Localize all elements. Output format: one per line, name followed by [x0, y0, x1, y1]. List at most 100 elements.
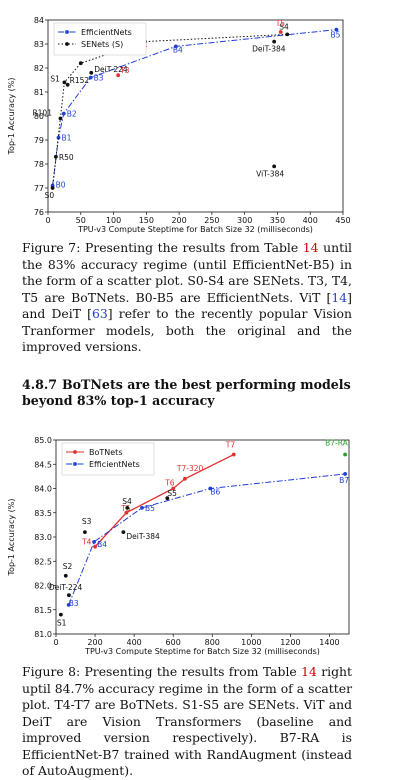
data-label: S1 [57, 619, 67, 628]
data-label: B1 [61, 134, 71, 143]
y-axis-label: Top-1 Accuracy (%) [7, 78, 16, 156]
data-point [121, 530, 126, 535]
legend-entry: EfficientNets [89, 460, 140, 469]
caption-text: Figure 7: Presenting the results from Ta… [22, 240, 303, 255]
data-point [66, 603, 71, 607]
data-point [116, 73, 121, 78]
data-label: T7-320 [176, 464, 204, 473]
citation-link[interactable]: 63 [92, 306, 108, 321]
data-label: T3 [119, 66, 130, 75]
data-point [63, 573, 68, 578]
figure-7: 0 50 100 150 200 250 300 350 400 450 76 77 78 79 80 81 8… [0, 0, 416, 236]
data-point [58, 612, 63, 617]
x-tick-label: 600 [166, 638, 181, 647]
x-tick-label: 800 [205, 638, 220, 647]
x-tick-label: 1200 [280, 638, 300, 647]
data-point [343, 452, 347, 457]
y-tick-label: 84 [34, 16, 44, 25]
data-point [278, 30, 283, 34]
data-point [58, 116, 63, 121]
legend-entry: EfficientNets [81, 28, 132, 37]
y-tick-label: 82.0 [34, 582, 52, 591]
data-label: DeiT-224 [94, 65, 128, 74]
data-point [78, 61, 83, 66]
legend-marker [73, 462, 77, 466]
data-label: S2 [63, 562, 73, 571]
legend-box [61, 442, 155, 476]
y-tick-label: 81 [34, 88, 44, 97]
data-point [285, 32, 290, 37]
data-label: T7 [225, 441, 236, 450]
y-tick-label: 77 [34, 184, 44, 193]
data-point [208, 486, 213, 491]
data-label: DeiT-384 [252, 45, 286, 54]
data-point [171, 486, 176, 491]
x-tick-label: 300 [237, 216, 252, 225]
data-label: DeiT-384 [126, 532, 160, 541]
data-label: B7-RA [325, 439, 349, 448]
table-ref-link[interactable]: 14 [301, 664, 317, 679]
data-label: S4 [122, 497, 132, 506]
x-tick-label: 200 [87, 638, 102, 647]
data-label: S5 [167, 489, 177, 498]
x-tick-label: 50 [76, 216, 86, 225]
data-point [61, 111, 66, 116]
data-label: B5 [145, 504, 155, 513]
data-point [125, 506, 130, 510]
data-point [62, 80, 67, 85]
x-tick-label: 1000 [241, 638, 261, 647]
y-tick-label: 76 [34, 208, 44, 217]
x-tick-label: 0 [45, 216, 50, 225]
y-tick-label: 83.5 [34, 509, 52, 518]
data-point [272, 164, 277, 169]
y-tick-label: 79 [34, 136, 44, 145]
y-tick-label: 85.0 [34, 436, 52, 445]
x-tick-label: 100 [106, 216, 121, 225]
figure-7-scatter-chart: 0 50 100 150 200 250 300 350 400 450 76 77 78 79 80 81 8… [7, 16, 351, 234]
data-point [92, 539, 96, 544]
data-point [124, 510, 129, 515]
data-point [50, 186, 55, 190]
data-point [231, 452, 236, 457]
caption-text: ] and DeiT [ [22, 289, 352, 322]
y-tick-label: 83.0 [34, 533, 52, 542]
data-label: B7 [339, 476, 349, 485]
section-heading: 4.8.7 BoTNets are the best performing mod… [22, 377, 352, 409]
x-tick-label: 350 [270, 216, 285, 225]
y-tick-label: 82.5 [34, 557, 52, 566]
caption-text: Figure 8: Presenting the results from Ta… [22, 664, 302, 679]
series-line [52, 33, 288, 189]
data-label: R101 [32, 108, 52, 117]
citation-link[interactable]: 14 [331, 289, 348, 305]
x-tick-label: 450 [335, 216, 350, 225]
x-axis-label: TPU-v3 Compute Steptime for Batch Size 3… [77, 225, 313, 234]
legend-box [53, 22, 147, 56]
data-label: T4 [81, 538, 92, 547]
x-tick-label: 400 [303, 216, 318, 225]
data-label: R152 [70, 76, 90, 85]
x-tick-label: 0 [53, 638, 58, 647]
data-point [89, 70, 94, 75]
x-tick-label: 150 [139, 216, 154, 225]
data-label: S3 [82, 517, 92, 526]
data-point [343, 472, 347, 476]
y-tick-label: 84.0 [34, 485, 52, 494]
data-label: T5 [275, 19, 286, 28]
data-point [334, 27, 339, 32]
data-label: B2 [67, 110, 77, 119]
data-point [272, 39, 277, 44]
data-label: B0 [56, 181, 66, 190]
data-point [56, 135, 61, 140]
data-label: B3 [69, 599, 79, 608]
y-tick-label: 80 [34, 112, 44, 121]
figure-8-scatter-chart: 0 200 400 600 800 1000 1200 1400 81.0 81.5 82.0 82.… [7, 436, 350, 655]
legend-entry: BoTNets [89, 448, 122, 457]
legend-entry: SENets (S) [81, 40, 123, 49]
data-point [53, 154, 58, 159]
y-axis-label: Top-1 Accuracy (%) [7, 499, 16, 577]
section-title: BoTNets are the best performing models b… [22, 377, 351, 408]
y-tick-label: 83 [34, 40, 44, 49]
y-tick-label: 81.5 [34, 606, 52, 615]
table-ref-link[interactable]: 14 [302, 240, 319, 255]
legend-marker [73, 450, 77, 454]
